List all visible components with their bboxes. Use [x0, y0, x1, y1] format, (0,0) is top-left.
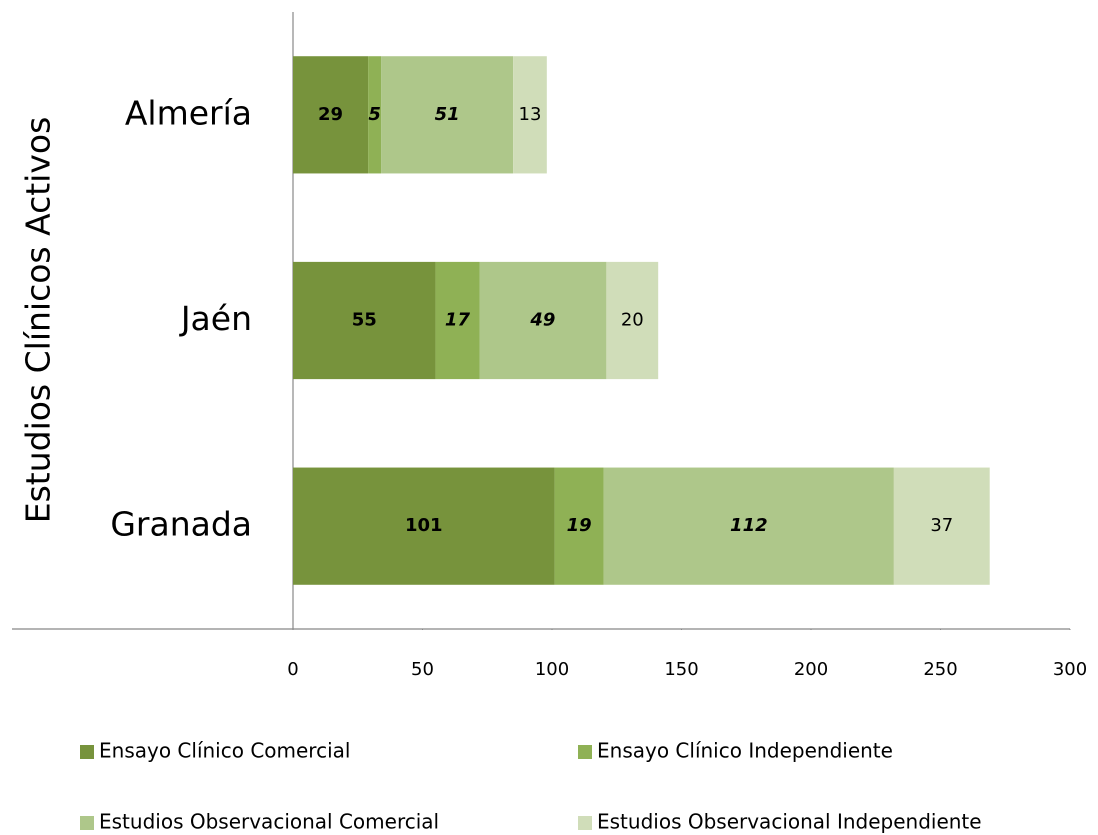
bar-segment	[293, 467, 555, 585]
bar-segment	[554, 467, 604, 585]
category-label: Granada	[110, 505, 252, 544]
legend-label: Estudios Observacional Comercial	[99, 810, 439, 834]
data-label: 19	[567, 515, 592, 536]
bar-segment	[603, 467, 894, 585]
bar-segment	[435, 261, 480, 380]
legend-label: Ensayo Clínico Independiente	[597, 739, 893, 763]
legend-swatch	[80, 745, 94, 759]
data-label: 49	[529, 310, 555, 331]
bar-segment	[368, 56, 382, 174]
x-tick-label: 50	[411, 659, 434, 680]
bar-segment	[893, 467, 990, 585]
category-label: Almería	[125, 93, 252, 132]
category-label: Jaén	[179, 299, 252, 338]
legend-swatch	[578, 745, 592, 759]
data-label: 5	[368, 104, 381, 125]
bar-segment	[479, 261, 607, 380]
data-label: 29	[318, 104, 343, 125]
bar-segment	[513, 56, 547, 174]
data-label: 51	[435, 104, 460, 125]
bar-segment	[293, 56, 369, 174]
legend-swatch	[578, 816, 592, 830]
bar-segment	[606, 261, 659, 380]
data-label: 37	[930, 515, 953, 536]
data-label: 55	[352, 310, 377, 331]
x-tick-label: 200	[794, 659, 828, 680]
x-tick-label: 100	[535, 659, 569, 680]
legend-label: Estudios Observacional Independiente	[597, 810, 982, 834]
bar-segment	[293, 261, 436, 380]
x-tick-label: 250	[923, 659, 957, 680]
data-label: 20	[621, 310, 644, 331]
data-label: 101	[405, 515, 443, 536]
data-label: 17	[445, 310, 471, 331]
legend-swatch	[80, 816, 94, 830]
y-axis-title: Estudios Clínicos Activos	[19, 117, 58, 524]
bar-segment	[381, 56, 514, 174]
legend-label: Ensayo Clínico Comercial	[99, 739, 350, 763]
x-tick-label: 300	[1053, 659, 1087, 680]
data-label: 112	[730, 515, 768, 536]
x-tick-label: 0	[287, 659, 298, 680]
data-label: 13	[519, 104, 542, 125]
x-tick-label: 150	[664, 659, 698, 680]
